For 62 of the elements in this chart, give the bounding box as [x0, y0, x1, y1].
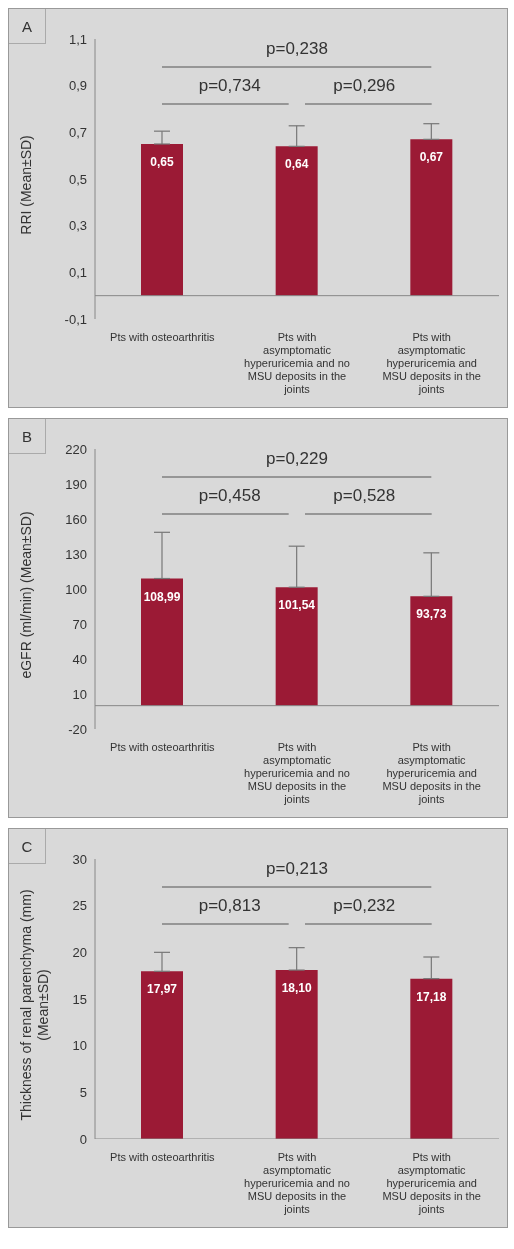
y-tick-label: 1,1	[68, 31, 87, 47]
y-tick-label: 0,1	[68, 264, 87, 280]
x-tick-label: Pts with osteoarthritis	[110, 1151, 216, 1163]
bar	[141, 144, 183, 296]
y-tick-label: 100	[65, 581, 87, 597]
y-tick-label: 20	[72, 944, 87, 960]
y-tick-label: 0,7	[68, 124, 87, 140]
y-axis-title: eGFR (ml/min) (Mean±SD)	[18, 511, 34, 679]
annotation: p=0,232	[332, 895, 397, 916]
bar	[410, 596, 453, 706]
annotation: p=0,213	[265, 859, 329, 879]
y-tick-label: 5	[79, 1084, 87, 1100]
y-tick-label: 0,5	[68, 171, 87, 187]
x-tick-label: Pts with asymptomatic hyperuricemia and no MSU deposits in the joints	[244, 331, 350, 395]
y-tick-label: -20	[68, 721, 87, 737]
y-tick-label: 160	[65, 511, 87, 527]
y-tick-label: 70	[72, 616, 87, 632]
y-tick-label: 130	[65, 546, 87, 562]
x-tick-label: Pts with osteoarthritis	[110, 331, 216, 343]
data-label: 108,99	[143, 589, 181, 604]
chart-title: B	[9, 419, 46, 454]
y-tick-label: 190	[65, 476, 87, 492]
y-tick-label: 10	[72, 1038, 87, 1054]
chart-title: A	[9, 9, 46, 44]
y-tick-label: -0,1	[64, 311, 87, 327]
bar	[410, 139, 453, 296]
annotation: p=0,734	[197, 75, 262, 96]
y-tick-label: 30	[72, 851, 87, 867]
y-tick-label: 25	[72, 898, 87, 914]
annotation: p=0,813	[197, 895, 262, 916]
x-tick-label: Pts with asymptomatic hyperuricemia and MSU deposits in the joints	[382, 1151, 481, 1215]
annotation: p=0,458	[197, 485, 262, 506]
x-tick-label: Pts with asymptomatic hyperuricemia and no MSU deposits in the joints	[244, 741, 350, 805]
bar	[275, 146, 318, 296]
chart-title: C	[9, 829, 46, 864]
data-label: 0,67	[419, 150, 444, 165]
y-tick-label: 0,3	[68, 218, 87, 234]
y-tick-label: 40	[72, 651, 87, 667]
y-tick-label: 10	[72, 686, 87, 702]
data-label: 0,64	[284, 157, 309, 172]
x-tick-label: Pts with asymptomatic hyperuricemia and MSU deposits in the joints	[382, 741, 481, 805]
y-tick-label: 220	[65, 441, 87, 457]
y-axis-title: Thickness of renal parenchyma (mm) (Mean±SD)	[18, 889, 51, 1121]
bar	[275, 587, 318, 706]
annotation: p=0,528	[332, 485, 397, 506]
y-tick-label: 0,9	[68, 78, 87, 94]
annotation: p=0,229	[265, 449, 329, 469]
data-label: 18,10	[281, 981, 313, 996]
annotation: p=0,238	[265, 39, 329, 59]
y-tick-label: 0	[79, 1131, 87, 1147]
bar	[141, 578, 183, 706]
x-tick-label: Pts with asymptomatic hyperuricemia and no MSU deposits in the joints	[244, 1151, 350, 1215]
data-label: 17,97	[146, 982, 178, 997]
data-label: 93,73	[416, 607, 447, 622]
y-axis-title: RRI (Mean±SD)	[18, 135, 34, 235]
data-label: 0,65	[150, 155, 174, 169]
data-label: 101,54	[278, 598, 316, 613]
x-tick-label: Pts with asymptomatic hyperuricemia and MSU deposits in the joints	[382, 331, 481, 395]
y-tick-label: 15	[72, 991, 87, 1007]
data-label: 17,18	[416, 989, 447, 1004]
x-tick-label: Pts with osteoarthritis	[110, 741, 216, 753]
annotation: p=0,296	[332, 75, 397, 96]
